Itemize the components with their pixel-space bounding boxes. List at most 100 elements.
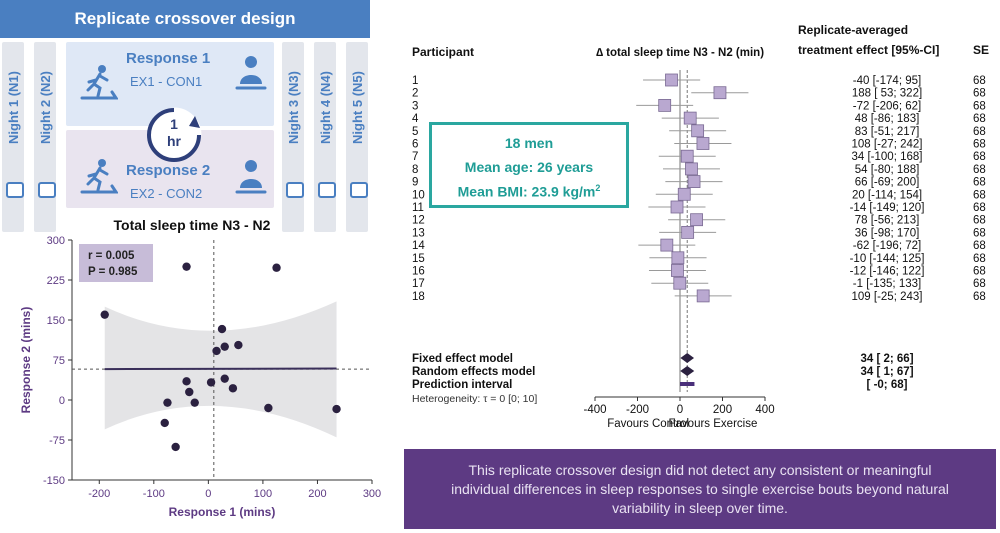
- header-effect-line1: Replicate-averaged: [798, 23, 908, 37]
- fixed-label: Fixed effect model: [412, 353, 513, 365]
- random-label: Random effects model: [412, 366, 535, 378]
- scatter-point: [332, 404, 341, 414]
- info-bmi-text: Mean BMI: 23.9 kg/m: [457, 183, 596, 200]
- participant-id: 13: [412, 227, 425, 239]
- watch-icon: [286, 182, 304, 198]
- y-tick-label: 75: [53, 355, 65, 367]
- participant-id: 8: [412, 164, 418, 176]
- night-1-label: Night 1 (N1): [5, 70, 21, 144]
- night-4-label: Night 4 (N4): [317, 70, 333, 144]
- conclusion-text: This replicate crossover design did not …: [451, 461, 949, 516]
- night-5-label: Night 5 (N5): [349, 70, 365, 144]
- forest-x-tick-label: 200: [713, 404, 732, 416]
- participant-id: 17: [412, 278, 425, 290]
- se-value: 68: [973, 177, 986, 189]
- scatter-point: [234, 340, 243, 350]
- effect-ci: 109 [-25; 243]: [852, 291, 923, 303]
- effect-ci: 36 [-98; 170]: [855, 227, 920, 239]
- x-tick-label: 200: [308, 488, 326, 500]
- prediction-label: Prediction interval: [412, 379, 512, 391]
- estimate-square: [681, 225, 695, 239]
- y-tick-label: -75: [49, 435, 65, 447]
- se-value: 68: [973, 189, 986, 201]
- x-tick-label: -200: [88, 488, 110, 500]
- se-value: 68: [973, 253, 986, 265]
- se-value: 68: [973, 240, 986, 252]
- watch-icon: [6, 182, 24, 198]
- se-value: 68: [973, 202, 986, 214]
- fixed-ci: 34 [ 2; 66]: [860, 353, 913, 365]
- info-sample: 18 men: [504, 135, 554, 151]
- scatter-point: [185, 387, 194, 397]
- scatter-point: [220, 342, 229, 351]
- estimate-square: [685, 162, 698, 176]
- fixed-diamond: [680, 353, 695, 363]
- estimate-square: [660, 238, 674, 252]
- se-value: 68: [973, 75, 986, 87]
- stat-r: r = 0.005: [88, 250, 135, 262]
- effect-ci: -10 [-144; 125]: [850, 253, 925, 265]
- effect-ci: 188 [ 53; 322]: [852, 88, 922, 100]
- participant-id: 6: [412, 139, 418, 151]
- estimate-square: [671, 264, 684, 277]
- y-tick-label: 0: [59, 395, 65, 407]
- participant-id: 3: [412, 100, 418, 112]
- estimate-square: [690, 213, 703, 227]
- participant-id: 16: [412, 266, 425, 278]
- night-2-column: Night 2 (N2): [34, 42, 56, 232]
- night-5-column: Night 5 (N5): [346, 42, 368, 232]
- scatter-point: [182, 262, 191, 271]
- treadmill-runner-icon: [80, 65, 118, 100]
- se-value: 68: [973, 278, 986, 290]
- clock-unit: hr: [167, 133, 181, 149]
- x-tick-label: 100: [254, 488, 272, 500]
- header-axis: ∆ total sleep time N3 - N2 (min): [596, 47, 764, 59]
- stat-p: P = 0.985: [88, 266, 138, 278]
- se-value: 68: [973, 126, 986, 138]
- participant-id: 9: [412, 177, 418, 189]
- response-1-subtitle: EX1 - CON1: [130, 74, 203, 89]
- effect-ci: 54 [-80; 188]: [855, 164, 920, 176]
- person-resting-icon: [235, 56, 267, 90]
- effect-ci: -72 [-206; 62]: [853, 100, 921, 112]
- effect-ci: -1 [-135; 133]: [853, 278, 921, 290]
- chart-title: Total sleep time N3 - N2: [114, 217, 271, 233]
- estimate-square: [680, 149, 694, 163]
- person-resting-icon: [235, 160, 267, 194]
- effect-ci: 108 [-27; 242]: [852, 139, 923, 151]
- favours-exercise-label: Favours Exercise: [669, 418, 758, 430]
- y-tick-label: 225: [47, 275, 65, 287]
- header-participant: Participant: [412, 45, 474, 59]
- y-tick-label: -150: [43, 475, 65, 487]
- regression-line: [104, 367, 337, 371]
- random-diamond: [680, 366, 695, 376]
- effect-ci: 78 [-56; 213]: [855, 215, 920, 227]
- se-value: 68: [973, 215, 986, 227]
- effect-ci: -14 [-149; 120]: [850, 202, 925, 214]
- se-value: 68: [973, 113, 986, 125]
- x-tick-label: -100: [143, 488, 165, 500]
- scatter-point: [217, 324, 227, 334]
- clock-icon: 1 hr: [145, 106, 203, 164]
- effect-ci: 66 [-69; 200]: [855, 177, 920, 189]
- effect-ci: 34 [-100; 168]: [852, 151, 923, 163]
- participant-id: 4: [412, 113, 419, 125]
- y-axis-label: Response 2 (mins): [19, 307, 33, 414]
- forest-x-tick-label: -400: [583, 404, 606, 416]
- se-value: 68: [973, 164, 986, 176]
- estimate-square: [687, 175, 701, 189]
- treadmill-runner-icon: [80, 159, 118, 194]
- se-value: 68: [973, 227, 986, 239]
- effect-ci: -62 [-196; 72]: [853, 240, 921, 252]
- x-tick-label: 0: [205, 488, 211, 500]
- se-value: 68: [973, 100, 986, 112]
- participant-id: 5: [412, 126, 418, 138]
- estimate-square: [691, 124, 705, 138]
- watch-icon: [318, 182, 336, 198]
- scatter-point: [100, 310, 109, 319]
- night-3-column: Night 3 (N3): [282, 42, 304, 232]
- scatter-point: [163, 398, 172, 407]
- header-effect-line2: treatment effect [95%-CI]: [798, 43, 939, 57]
- night-3-label: Night 3 (N3): [285, 70, 301, 144]
- participants-info-box: 18 men Mean age: 26 years Mean BMI: 23.9…: [429, 122, 629, 208]
